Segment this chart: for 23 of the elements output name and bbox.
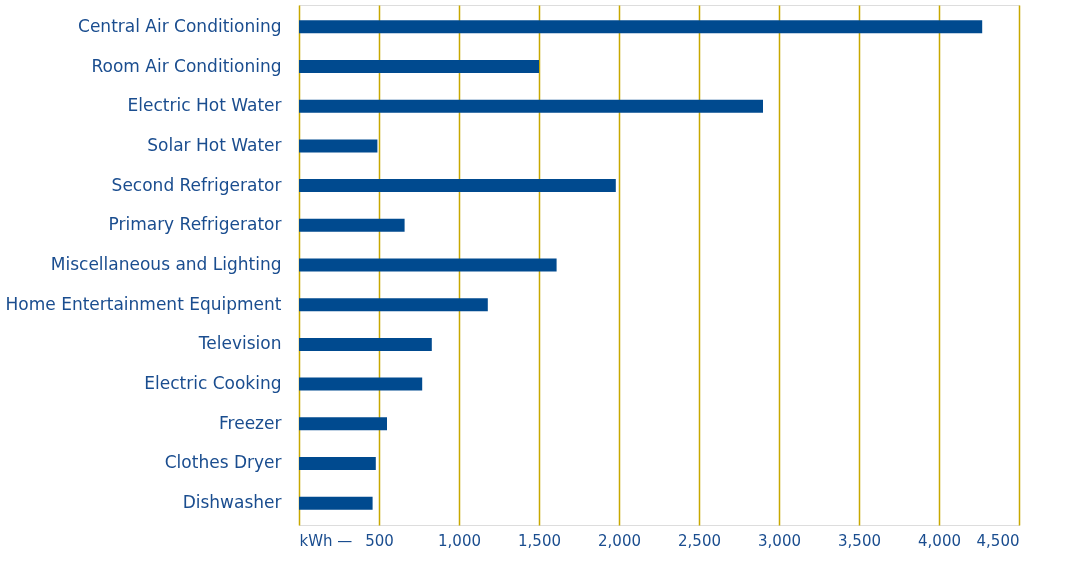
y-tick-label: Dishwasher xyxy=(182,492,282,513)
y-tick-label: Miscellaneous and Lighting xyxy=(50,254,282,274)
y-tick-label: Television xyxy=(197,333,282,354)
x-tick-label: 2,000 xyxy=(598,531,641,550)
y-tick-label: Solar Hot Water xyxy=(147,134,282,155)
y-tick-label: Primary Refrigerator xyxy=(108,214,282,235)
y-tick-label: Home Entertainment Equipment xyxy=(5,293,282,314)
x-tick-label: 4,500 xyxy=(976,531,1020,550)
y-tick-label: Second Refrigerator xyxy=(111,174,282,195)
y-tick-label: Electric Hot Water xyxy=(127,95,282,116)
x-tick-label: 4,000 xyxy=(918,531,961,550)
y-tick-label: Room Air Conditioning xyxy=(91,55,282,76)
x-tick-label: 3,500 xyxy=(838,531,881,550)
y-tick-label: Electric Cooking xyxy=(144,373,282,394)
y-tick-label: Clothes Dryer xyxy=(164,452,282,473)
x-tick-label: 1,500 xyxy=(518,531,561,550)
y-tick-label: Central Air Conditioning xyxy=(78,15,282,36)
x-tick-label: 1,000 xyxy=(438,531,481,550)
y-tick-label: Freezer xyxy=(219,412,282,433)
x-tick-label: 2,500 xyxy=(678,531,721,550)
x-tick-label: 500 xyxy=(365,531,394,550)
x-tick-label: kWh — xyxy=(299,531,353,550)
x-tick-label: 3,000 xyxy=(758,531,801,550)
